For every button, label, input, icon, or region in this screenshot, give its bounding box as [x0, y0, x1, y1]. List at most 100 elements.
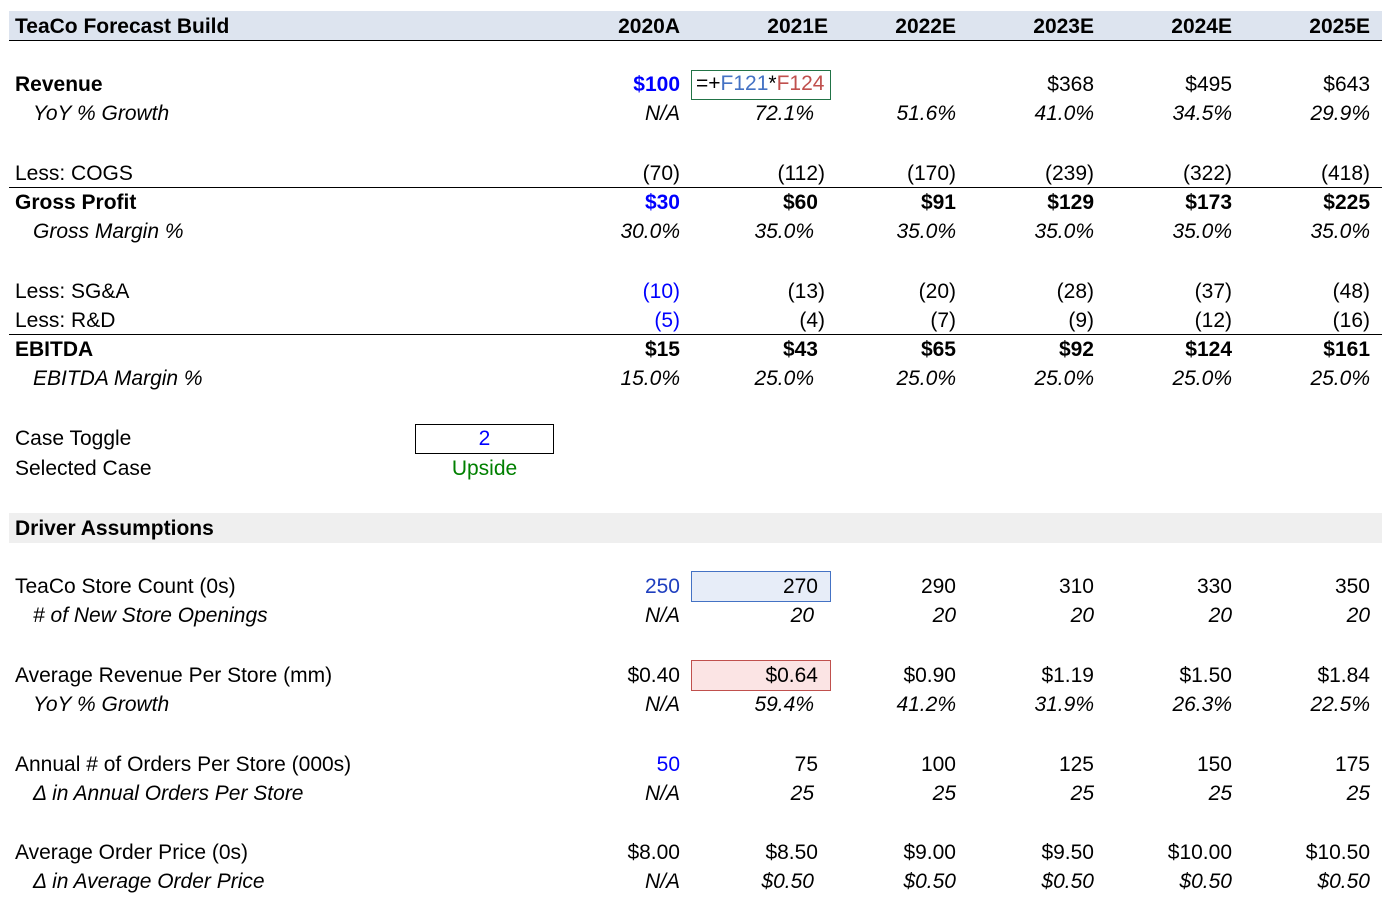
- order-price-2021e[interactable]: $8.50: [765, 841, 818, 864]
- store-count-label[interactable]: TeaCo Store Count (0s): [15, 575, 236, 598]
- ebitda-margin-2025e[interactable]: 25.0%: [1310, 367, 1370, 390]
- order-price-2022e[interactable]: $9.00: [903, 841, 956, 864]
- new-stores-label[interactable]: # of New Store Openings: [33, 604, 268, 627]
- orders-delta-2023e[interactable]: 25: [1070, 782, 1094, 805]
- gross-margin-2024e[interactable]: 35.0%: [1172, 220, 1232, 243]
- gross-profit-2022e[interactable]: $91: [920, 191, 956, 214]
- store-count-2022e[interactable]: 290: [920, 575, 956, 598]
- gross-margin-label[interactable]: Gross Margin %: [33, 220, 184, 243]
- orders-delta-2025e[interactable]: 25: [1346, 782, 1370, 805]
- rnd-label[interactable]: Less: R&D: [15, 309, 116, 332]
- revenue-growth-label[interactable]: YoY % Growth: [33, 102, 170, 125]
- new-stores-2025e[interactable]: 20: [1346, 604, 1370, 627]
- ebitda-2023e[interactable]: $92: [1058, 338, 1094, 361]
- new-stores-2020a[interactable]: N/A: [644, 604, 680, 627]
- revenue-growth-2023e[interactable]: 41.0%: [1034, 102, 1094, 125]
- orders-per-store-2024e[interactable]: 150: [1196, 753, 1232, 776]
- sga-label[interactable]: Less: SG&A: [15, 280, 130, 303]
- order-price-delta-2021e[interactable]: $0.50: [761, 870, 814, 893]
- rnd-2020a[interactable]: (5): [654, 309, 680, 332]
- order-price-delta-2022e[interactable]: $0.50: [903, 870, 956, 893]
- order-price-delta-2024e[interactable]: $0.50: [1179, 870, 1232, 893]
- year-2025e[interactable]: 2025E: [1309, 15, 1370, 38]
- rnd-2022e[interactable]: (7): [930, 309, 956, 332]
- cogs-2024e[interactable]: (322): [1182, 162, 1232, 185]
- rev-per-store-2023e[interactable]: $1.19: [1041, 664, 1094, 687]
- store-count-2025e[interactable]: 350: [1334, 575, 1370, 598]
- gross-profit-2025e[interactable]: $225: [1323, 191, 1370, 214]
- orders-per-store-2021e[interactable]: 75: [794, 753, 818, 776]
- drivers-title[interactable]: Driver Assumptions: [15, 517, 214, 540]
- rev-per-store-growth-2023e[interactable]: 31.9%: [1034, 693, 1094, 716]
- case-toggle-label[interactable]: Case Toggle: [15, 427, 132, 450]
- cogs-2020a[interactable]: (70): [642, 162, 680, 185]
- ebitda-margin-2021e[interactable]: 25.0%: [754, 367, 814, 390]
- rev-per-store-2024e[interactable]: $1.50: [1179, 664, 1232, 687]
- rev-per-store-2022e[interactable]: $0.90: [903, 664, 956, 687]
- year-2022e[interactable]: 2022E: [895, 15, 956, 38]
- revenue-2020a[interactable]: $100: [633, 73, 680, 96]
- rev-per-store-label[interactable]: Average Revenue Per Store (mm): [15, 664, 333, 687]
- ebitda-margin-label[interactable]: EBITDA Margin %: [33, 367, 203, 390]
- sheet-title[interactable]: TeaCo Forecast Build: [15, 15, 230, 38]
- gross-profit-2023e[interactable]: $129: [1047, 191, 1094, 214]
- gross-margin-2025e[interactable]: 35.0%: [1310, 220, 1370, 243]
- order-price-label[interactable]: Average Order Price (0s): [15, 841, 249, 864]
- orders-delta-2020a[interactable]: N/A: [644, 782, 680, 805]
- store-count-2023e[interactable]: 310: [1058, 575, 1094, 598]
- revenue-2023e[interactable]: $368: [1047, 73, 1094, 96]
- orders-delta-2021e[interactable]: 25: [790, 782, 814, 805]
- rev-per-store-growth-2025e[interactable]: 22.5%: [1310, 693, 1370, 716]
- revenue-growth-2021e[interactable]: 72.1%: [754, 102, 814, 125]
- year-2024e[interactable]: 2024E: [1171, 15, 1232, 38]
- selected-case-label[interactable]: Selected Case: [15, 457, 152, 480]
- orders-delta-label[interactable]: Δ in Annual Orders Per Store: [33, 782, 304, 805]
- ebitda-2020a[interactable]: $15: [644, 338, 680, 361]
- orders-delta-2024e[interactable]: 25: [1208, 782, 1232, 805]
- revenue-label[interactable]: Revenue: [15, 73, 103, 96]
- rev-per-store-growth-2022e[interactable]: 41.2%: [896, 693, 956, 716]
- ebitda-margin-2024e[interactable]: 25.0%: [1172, 367, 1232, 390]
- rnd-2023e[interactable]: (9): [1068, 309, 1094, 332]
- gross-profit-2021e[interactable]: $60: [782, 191, 818, 214]
- cogs-2022e[interactable]: (170): [906, 162, 956, 185]
- sga-2020a[interactable]: (10): [642, 280, 680, 303]
- gross-margin-2023e[interactable]: 35.0%: [1034, 220, 1094, 243]
- order-price-delta-2025e[interactable]: $0.50: [1317, 870, 1370, 893]
- revenue-2025e[interactable]: $643: [1323, 73, 1370, 96]
- year-2020a[interactable]: 2020A: [618, 15, 680, 38]
- formula-edit-cell[interactable]: =+F121*F124: [691, 70, 831, 100]
- orders-per-store-2023e[interactable]: 125: [1058, 753, 1094, 776]
- new-stores-2023e[interactable]: 20: [1070, 604, 1094, 627]
- cogs-label[interactable]: Less: COGS: [15, 162, 133, 185]
- ebitda-2021e[interactable]: $43: [782, 338, 818, 361]
- sga-2024e[interactable]: (37): [1194, 280, 1232, 303]
- sga-2021e[interactable]: (13): [787, 280, 825, 303]
- selected-case-value[interactable]: Upside: [451, 457, 518, 480]
- rev-per-store-growth-2024e[interactable]: 26.3%: [1172, 693, 1232, 716]
- rnd-2025e[interactable]: (16): [1332, 309, 1370, 332]
- ebitda-2022e[interactable]: $65: [920, 338, 956, 361]
- new-stores-2021e[interactable]: 20: [790, 604, 814, 627]
- orders-per-store-2020a[interactable]: 50: [656, 753, 680, 776]
- sga-2025e[interactable]: (48): [1332, 280, 1370, 303]
- order-price-delta-2020a[interactable]: N/A: [644, 870, 680, 893]
- gross-profit-2024e[interactable]: $173: [1185, 191, 1232, 214]
- gross-margin-2020a[interactable]: 30.0%: [620, 220, 680, 243]
- cogs-2025e[interactable]: (418): [1320, 162, 1370, 185]
- year-2021e[interactable]: 2021E: [767, 15, 828, 38]
- store-count-2021e[interactable]: 270: [782, 575, 818, 598]
- gross-profit-label[interactable]: Gross Profit: [15, 191, 137, 214]
- cogs-2023e[interactable]: (239): [1044, 162, 1094, 185]
- order-price-delta-label[interactable]: Δ in Average Order Price: [33, 870, 265, 893]
- gross-margin-2022e[interactable]: 35.0%: [896, 220, 956, 243]
- orders-per-store-2025e[interactable]: 175: [1334, 753, 1370, 776]
- rev-per-store-2021e[interactable]: $0.64: [765, 664, 818, 687]
- ebitda-margin-2020a[interactable]: 15.0%: [620, 367, 680, 390]
- orders-per-store-label[interactable]: Annual # of Orders Per Store (000s): [15, 753, 352, 776]
- new-stores-2022e[interactable]: 20: [932, 604, 956, 627]
- revenue-2024e[interactable]: $495: [1185, 73, 1232, 96]
- revenue-growth-2025e[interactable]: 29.9%: [1310, 102, 1370, 125]
- rev-per-store-2025e[interactable]: $1.84: [1317, 664, 1370, 687]
- store-count-2020a[interactable]: 250: [644, 575, 680, 598]
